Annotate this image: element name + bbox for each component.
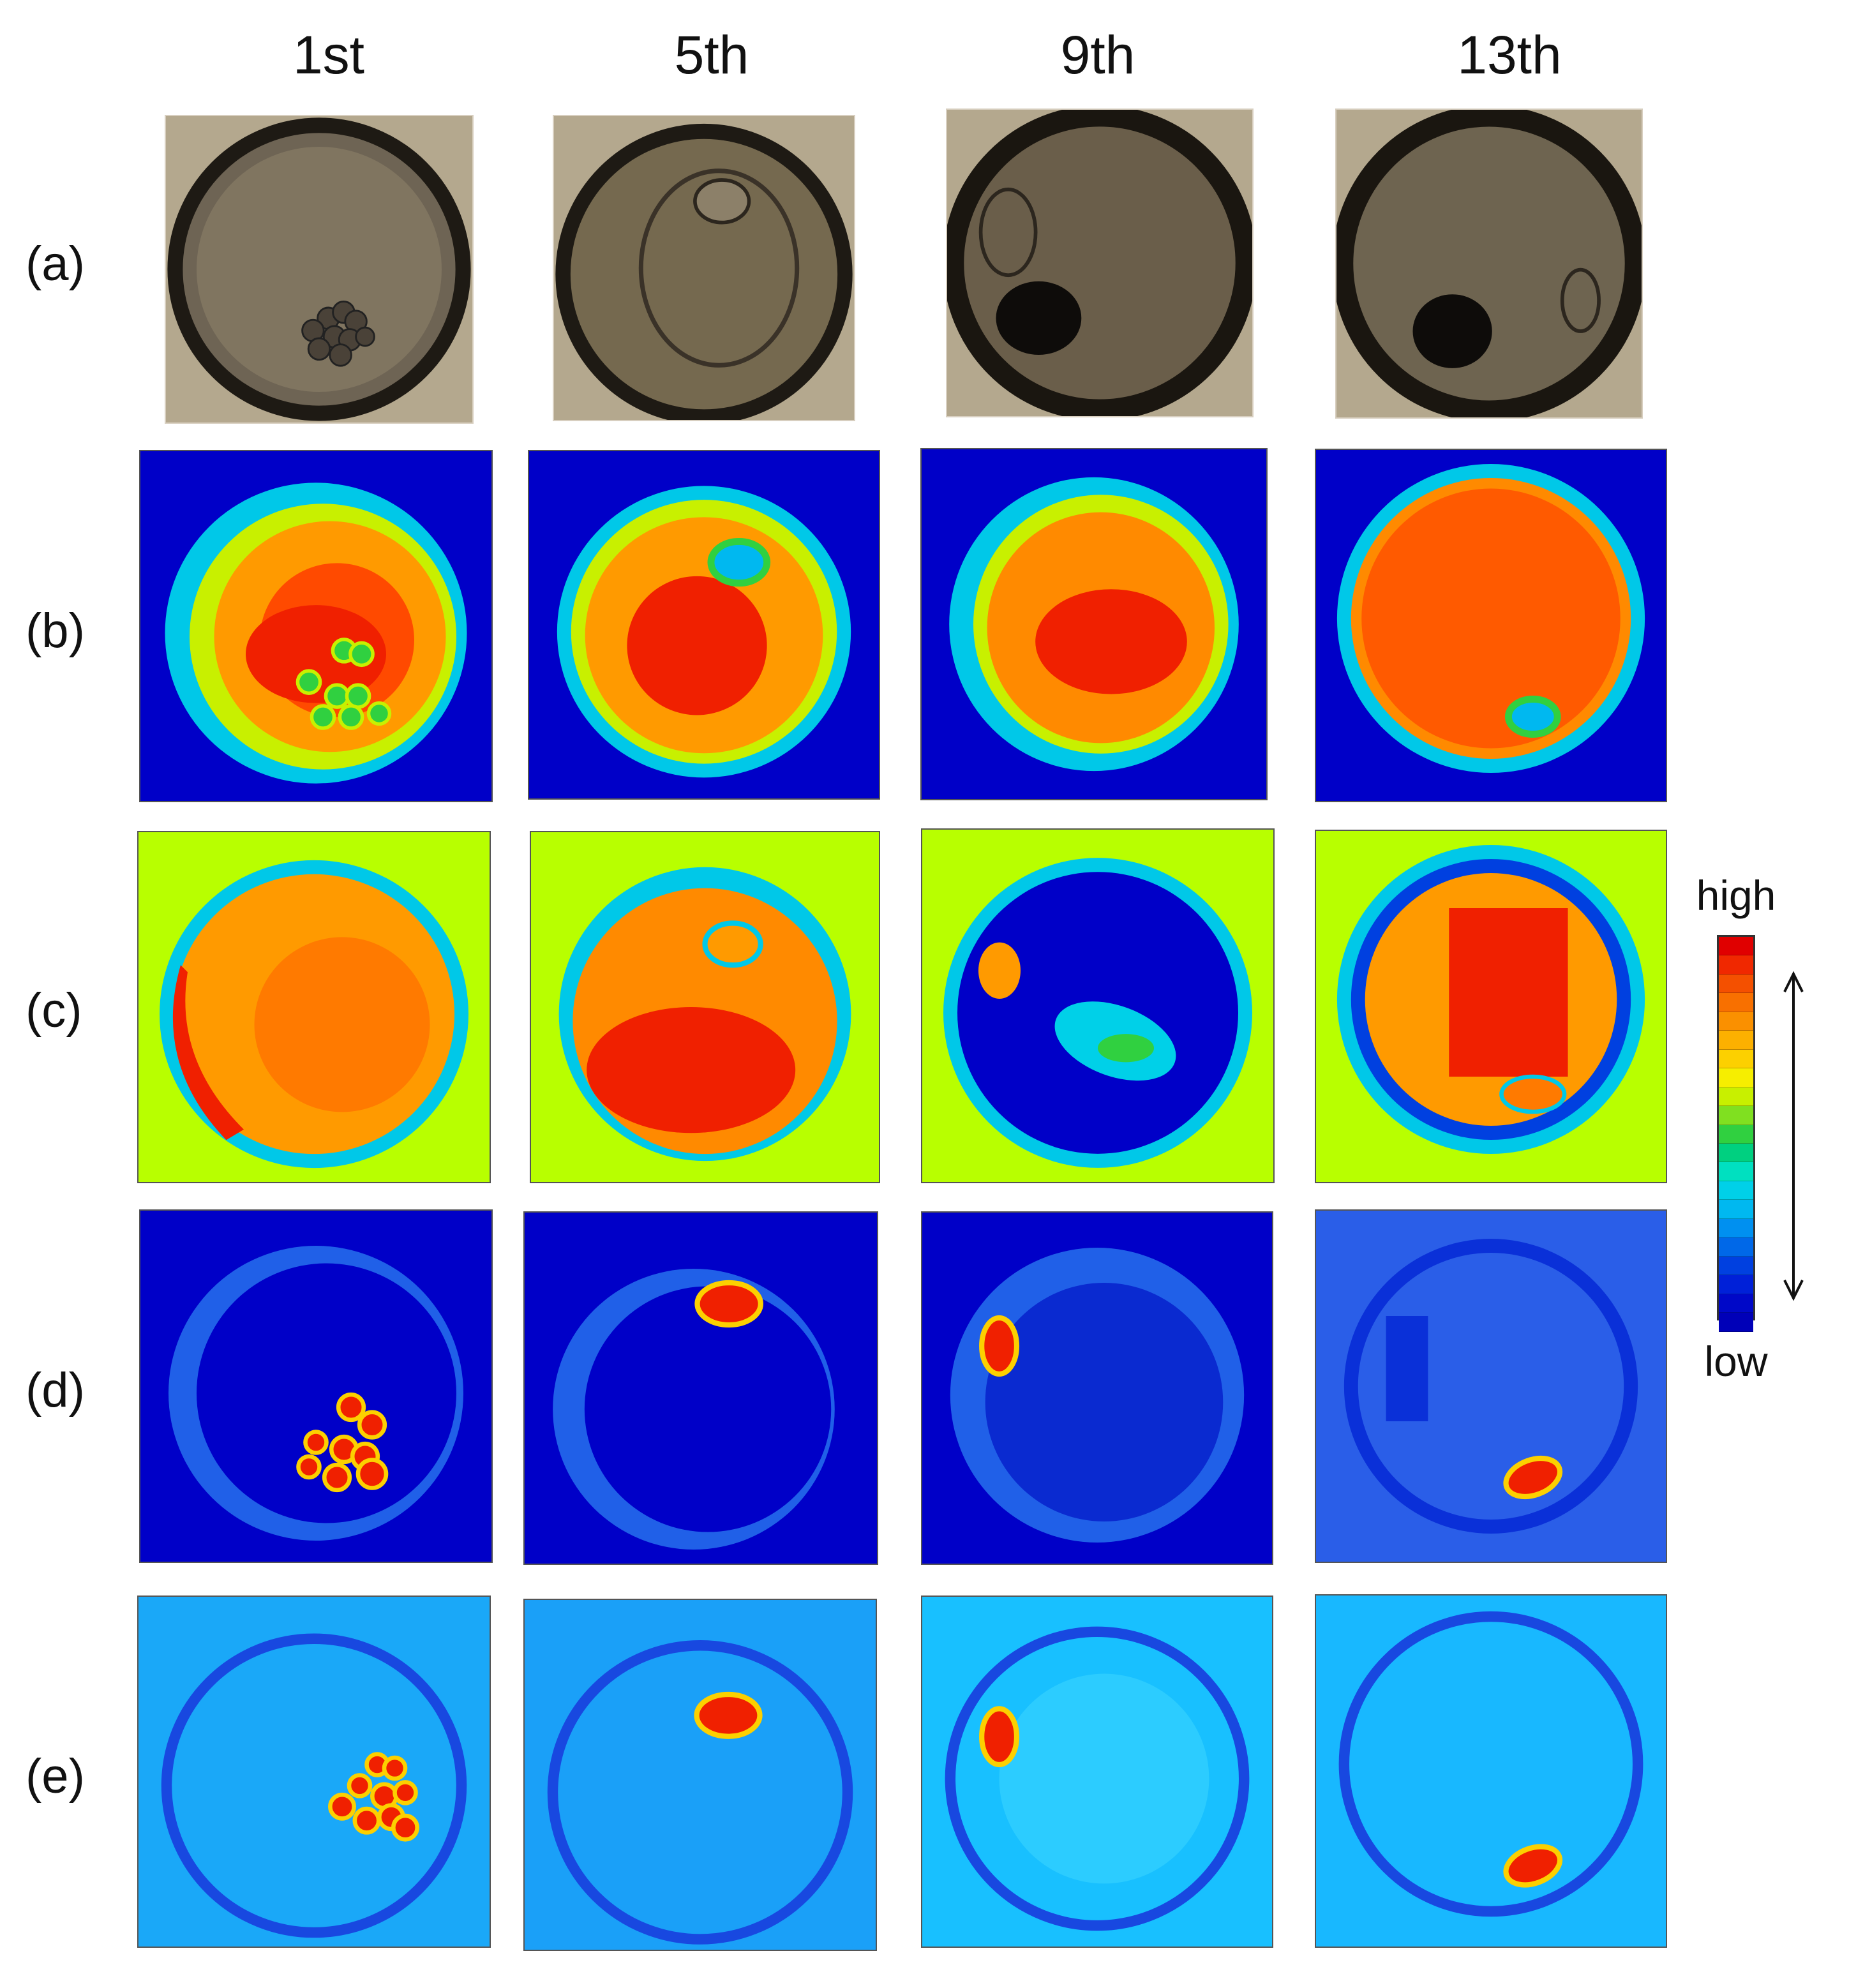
colorbar-segment — [1719, 1125, 1753, 1144]
colorbar-segment — [1719, 1218, 1753, 1238]
heatmap-b-5th — [528, 450, 880, 800]
column-title-5th: 5th — [674, 25, 749, 85]
colorbar-segment — [1719, 1256, 1753, 1276]
heatmap-c-1st — [137, 831, 491, 1183]
heatmap-b-9th — [920, 448, 1268, 800]
colorbar-segment — [1719, 937, 1753, 956]
colorbar-segment — [1719, 1275, 1753, 1294]
heatmap-e-13th — [1315, 1594, 1667, 1948]
colorbar — [1717, 935, 1755, 1332]
colorbar-segment — [1719, 1237, 1753, 1257]
colorbar-segment — [1719, 974, 1753, 994]
colorbar-range-arrow-icon — [1783, 971, 1804, 1301]
colorbar-segment — [1719, 1200, 1753, 1219]
photo-panel-13th — [1335, 108, 1643, 419]
heatmap-c-13th — [1315, 830, 1667, 1183]
colorbar-segment — [1719, 1106, 1753, 1125]
colorbar-segment — [1719, 955, 1753, 975]
heatmap-e-5th — [523, 1599, 877, 1951]
colorbar-low-label: low — [1704, 1338, 1768, 1385]
colorbar-segment — [1719, 1181, 1753, 1200]
row-label-b: (b) — [26, 604, 85, 658]
heatmap-d-1st — [139, 1209, 493, 1563]
photo-panel-1st — [165, 115, 474, 424]
heatmap-d-9th — [921, 1211, 1273, 1565]
colorbar-segment — [1719, 1143, 1753, 1163]
colorbar-segment — [1719, 1031, 1753, 1050]
row-label-e: (e) — [26, 1749, 85, 1804]
row-label-c: (c) — [26, 983, 82, 1038]
colorbar-segment — [1719, 1313, 1753, 1332]
colorbar-segment — [1719, 1068, 1753, 1087]
heatmap-e-9th — [921, 1596, 1273, 1948]
column-title-13th: 13th — [1457, 25, 1562, 85]
colorbar-segment — [1719, 1087, 1753, 1107]
heatmap-d-13th — [1315, 1209, 1667, 1563]
colorbar-segment — [1719, 1012, 1753, 1031]
photo-panel-5th — [553, 115, 855, 421]
heatmap-d-5th — [523, 1211, 878, 1565]
heatmap-b-13th — [1315, 449, 1667, 802]
heatmap-c-5th — [530, 831, 880, 1183]
heatmap-e-1st — [137, 1596, 491, 1948]
row-label-a: (a) — [26, 237, 85, 291]
colorbar-segment — [1719, 993, 1753, 1012]
colorbar-segment — [1719, 1294, 1753, 1313]
heatmap-b-1st — [139, 450, 493, 802]
heatmap-c-9th — [921, 828, 1275, 1183]
colorbar-segment — [1719, 1049, 1753, 1069]
column-title-1st: 1st — [292, 25, 365, 85]
row-label-d: (d) — [26, 1363, 85, 1417]
colorbar-high-label: high — [1696, 872, 1776, 919]
colorbar-segment — [1719, 1162, 1753, 1181]
column-title-9th: 9th — [1060, 25, 1135, 85]
photo-panel-9th — [946, 108, 1254, 417]
